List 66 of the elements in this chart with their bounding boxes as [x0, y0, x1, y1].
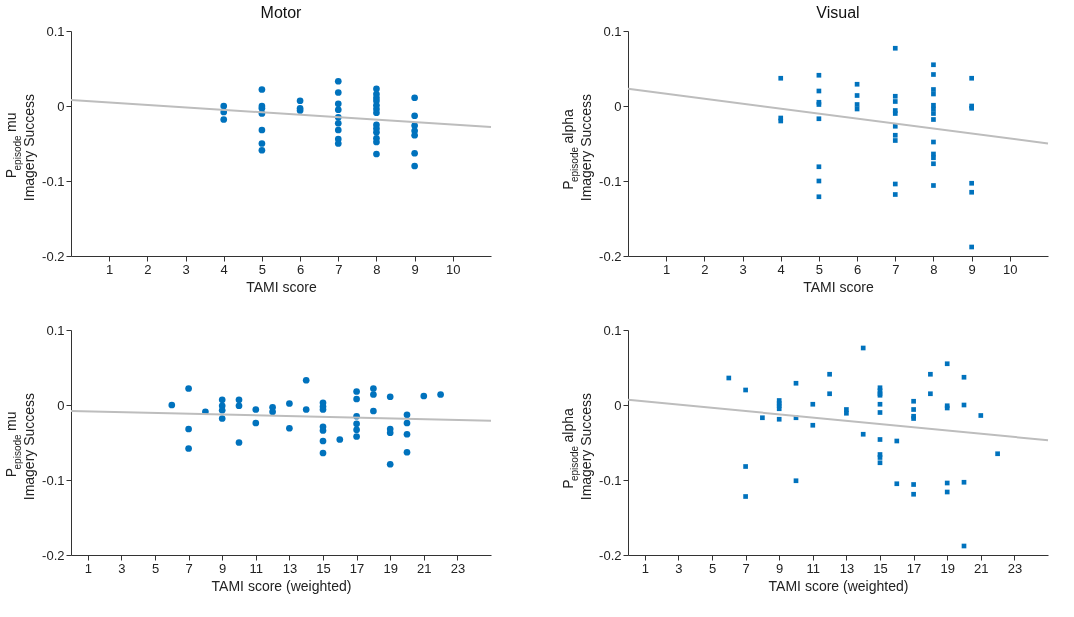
x-tick-label: 3 [118, 560, 126, 576]
x-tick-label: 10 [446, 261, 461, 277]
x-tick-label: 17 [906, 560, 922, 576]
x-axis-title: TAMI score [803, 278, 874, 295]
x-tick-label: 3 [675, 560, 683, 576]
y-tick-label: 0.1 [46, 322, 65, 338]
x-tick-label: 4 [220, 261, 228, 277]
x-tick-label: 13 [282, 560, 298, 576]
x-tick-label: 3 [739, 261, 747, 277]
x-tick-label: 9 [411, 261, 419, 277]
y-tick-label: -0.2 [599, 248, 622, 264]
chart-title: Visual [816, 4, 860, 21]
y-tick-label: -0.1 [42, 173, 65, 189]
x-tick-label: 9 [968, 261, 976, 277]
x-tick-label: 15 [873, 560, 888, 576]
x-tick-label: 2 [701, 261, 709, 277]
x-tick-label: 5 [258, 261, 267, 277]
x-tick-label: 1 [663, 261, 671, 277]
x-tick-label: 23 [1007, 560, 1023, 576]
x-tick-label: 4 [777, 261, 785, 277]
y-tick-label: 0.1 [603, 23, 622, 39]
y-tick-label: 0 [57, 397, 65, 413]
x-tick-label: 7 [185, 560, 193, 576]
x-tick-label: 23 [450, 560, 466, 576]
x-tick-label: 1 [106, 261, 114, 277]
x-tick-label: 13 [839, 560, 855, 576]
x-tick-label: 21 [974, 560, 989, 576]
x-tick-label: 5 [815, 261, 824, 277]
x-tick-label: 9 [776, 560, 784, 576]
x-tick-label: 19 [940, 560, 955, 576]
y-tick-label: 0 [57, 98, 65, 114]
y-tick-label: -0.2 [42, 547, 65, 563]
chart-title: Motor [260, 4, 303, 21]
y-tick-label: 0.1 [603, 322, 622, 338]
x-tick-label: 10 [1003, 261, 1018, 277]
y-tick-label: -0.1 [599, 472, 622, 488]
y-tick-label: 0 [614, 397, 622, 413]
y-tick-label: 0 [614, 98, 622, 114]
y-tick-label: -0.2 [599, 547, 622, 563]
x-tick-label: 3 [182, 261, 190, 277]
x-tick-label: 8 [373, 261, 381, 277]
x-axis-title: TAMI score [246, 278, 317, 295]
x-tick-label: 11 [806, 560, 821, 576]
x-tick-label: 6 [853, 261, 862, 277]
x-tick-label: 5 [708, 560, 717, 576]
x-tick-label: 1 [641, 560, 649, 576]
x-axis-title: TAMI score (weighted) [768, 577, 909, 594]
x-tick-label: 7 [742, 560, 750, 576]
y-tick-label: -0.1 [599, 173, 622, 189]
x-tick-label: 21 [417, 560, 432, 576]
x-tick-label: 15 [316, 560, 331, 576]
x-tick-label: 17 [349, 560, 365, 576]
y-tick-label: -0.2 [42, 248, 65, 264]
x-tick-label: 7 [892, 261, 900, 277]
x-tick-label: 5 [151, 560, 160, 576]
x-tick-label: 6 [296, 261, 305, 277]
y-tick-label: 0.1 [46, 23, 65, 39]
x-tick-label: 9 [219, 560, 227, 576]
x-tick-label: 2 [144, 261, 152, 277]
x-axis-title: TAMI score (weighted) [211, 577, 352, 594]
x-tick-label: 7 [335, 261, 343, 277]
x-tick-label: 8 [930, 261, 938, 277]
y-tick-label: -0.1 [42, 472, 65, 488]
x-tick-label: 1 [84, 560, 92, 576]
x-tick-label: 19 [383, 560, 398, 576]
x-tick-label: 11 [249, 560, 264, 576]
